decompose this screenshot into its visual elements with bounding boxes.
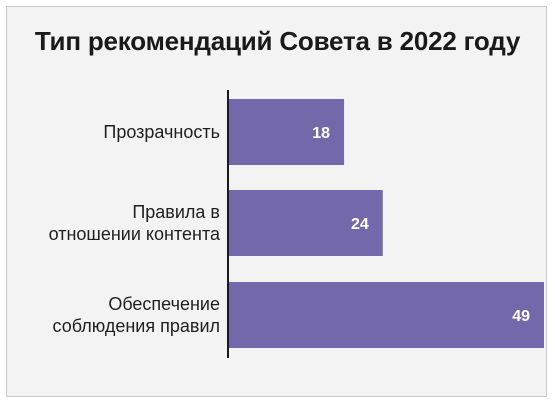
category-label-1: Прозрачность xyxy=(103,122,220,142)
category-label-2: Правила в отношении контента xyxy=(49,202,221,244)
bar-value-label-1: 18 xyxy=(312,125,330,142)
category-label-line: соблюдения правил xyxy=(53,316,220,336)
bar-1 xyxy=(228,99,345,165)
category-label-line: Обеспечение xyxy=(108,294,220,314)
bar-value-label-2: 24 xyxy=(351,216,369,233)
bar-2 xyxy=(228,190,383,256)
category-label-line: отношении контента xyxy=(49,224,221,244)
category-label-3: Обеспечение соблюдения правил xyxy=(53,294,220,336)
chart-title: Тип рекомендаций Совета в 2022 году xyxy=(34,26,521,56)
category-label-line: Правила в xyxy=(132,202,220,222)
bar-3 xyxy=(228,282,544,348)
bars-layer: 18 Прозрачность 24 Правила в отношении конте… xyxy=(49,99,544,348)
category-label-line: Прозрачность xyxy=(103,122,220,142)
bar-value-label-3: 49 xyxy=(512,308,530,325)
